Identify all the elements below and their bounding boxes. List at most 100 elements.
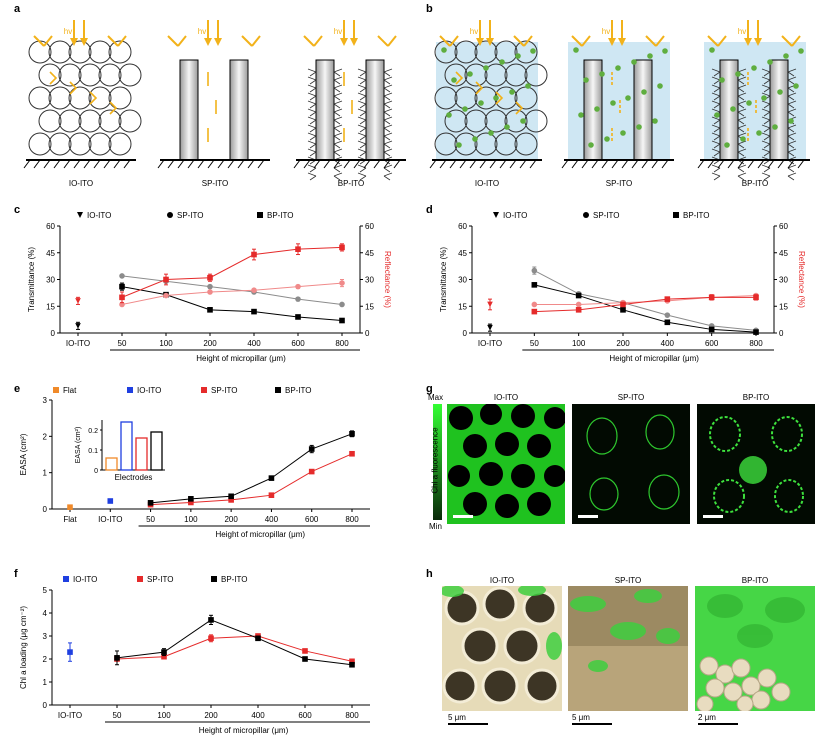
branch [357,164,367,173]
branch [787,132,797,141]
data-point [753,327,759,334]
inset-y-tick-label: 0.1 [88,448,98,455]
inverse-opal-pore [484,109,508,133]
branch [357,140,367,149]
legend-label: Flat [63,386,77,395]
branch [333,76,343,85]
branch [787,68,797,77]
data-point [339,317,345,324]
fluor-image-sp [572,404,690,524]
legend-marker [211,576,217,582]
hatch [747,159,755,169]
cyanobacteria-cell [636,124,642,130]
cyanobacteria-cell [746,100,752,106]
branch [307,100,317,109]
cyanobacteria-cell [462,106,468,112]
cyanobacteria-cell [647,53,653,59]
cyanobacteria-cell [652,118,658,124]
x-tick-label: Flat [63,515,77,524]
reflect-arrow [781,35,793,47]
hatch [247,159,255,169]
hv-label: hv [198,27,206,36]
cyanobacteria-cell [509,89,515,95]
data-point [664,319,671,326]
data-point [708,294,715,301]
y2-tick-label: 45 [779,249,788,258]
branch [711,124,721,133]
x-tick-label: 200 [204,711,218,720]
branch [787,100,797,109]
branch [737,140,747,149]
data-point [302,656,308,662]
data-point [339,244,345,251]
inverse-opal-pore [108,86,132,110]
hatch [519,159,527,169]
data-point [251,251,257,258]
hatch [439,159,447,169]
reflect-arrow [513,35,525,47]
panel-label-g: g [426,383,433,395]
inverse-opal-pore [494,132,518,156]
inverse-opal-pore [474,40,498,64]
data-point [664,312,671,318]
branch [333,140,343,149]
reflect-arrow [303,35,315,47]
hatch [797,159,805,169]
data-point [339,301,345,308]
branch [711,116,721,125]
incident-arrowhead [618,38,626,46]
cyanobacteria-cell [751,65,757,71]
y-tick-label: 60 [46,222,55,231]
inset-bar [105,457,118,471]
incident-arrowhead [80,38,88,46]
hatch [561,159,569,169]
branch [761,124,771,133]
branch [357,124,367,133]
cyanobacteria-cell [467,71,473,77]
branch [761,164,771,173]
schematic-a-io: hv IO-ITO [23,20,142,188]
hatch [651,159,659,169]
hatch [591,159,599,169]
hatch [293,159,301,169]
hatch [777,159,785,169]
cyanobacteria-cell [761,95,767,101]
electrolyte [436,42,538,160]
data-point [163,276,169,283]
hatch [661,159,669,169]
schematic-b-io: hv IO-ITO [429,20,548,188]
data-point [161,649,167,655]
hatch [787,159,795,169]
hatch [83,159,91,169]
inset-bar [120,421,133,471]
x-tick-label: IO-ITO [478,339,502,348]
data-point [208,635,214,642]
x-tick-label: IO-ITO [58,711,82,720]
cyanobacteria-cell [657,83,663,89]
sem-scalebar-io-label: 5 μm [448,713,466,722]
cyanobacteria-cell [456,142,462,148]
incident-arrowhead [340,38,348,46]
series-line [116,635,353,662]
reflect-arrow [655,35,665,47]
cyanobacteria-cell [478,100,484,106]
data-point [119,283,125,290]
data-point [349,661,355,668]
data-point [349,430,355,437]
branch [357,76,367,85]
sem-scalebar-io [448,723,488,725]
data-point [664,296,671,302]
branch [307,124,317,133]
data-point [295,283,301,290]
branch [711,84,721,93]
cyanobacteria-cell [740,136,746,142]
data-point [620,301,626,308]
hatch [333,159,341,169]
chart-e: 0 1 2 3 Flat IO-ITO 50 100 200 400 600 800 Height of… [19,386,370,539]
data-point [268,475,275,481]
cyanobacteria-cell [793,83,799,89]
hatch [353,159,361,169]
incident-arrowhead [476,38,484,46]
inverse-opal-pore [444,109,468,133]
data-point [163,291,169,298]
